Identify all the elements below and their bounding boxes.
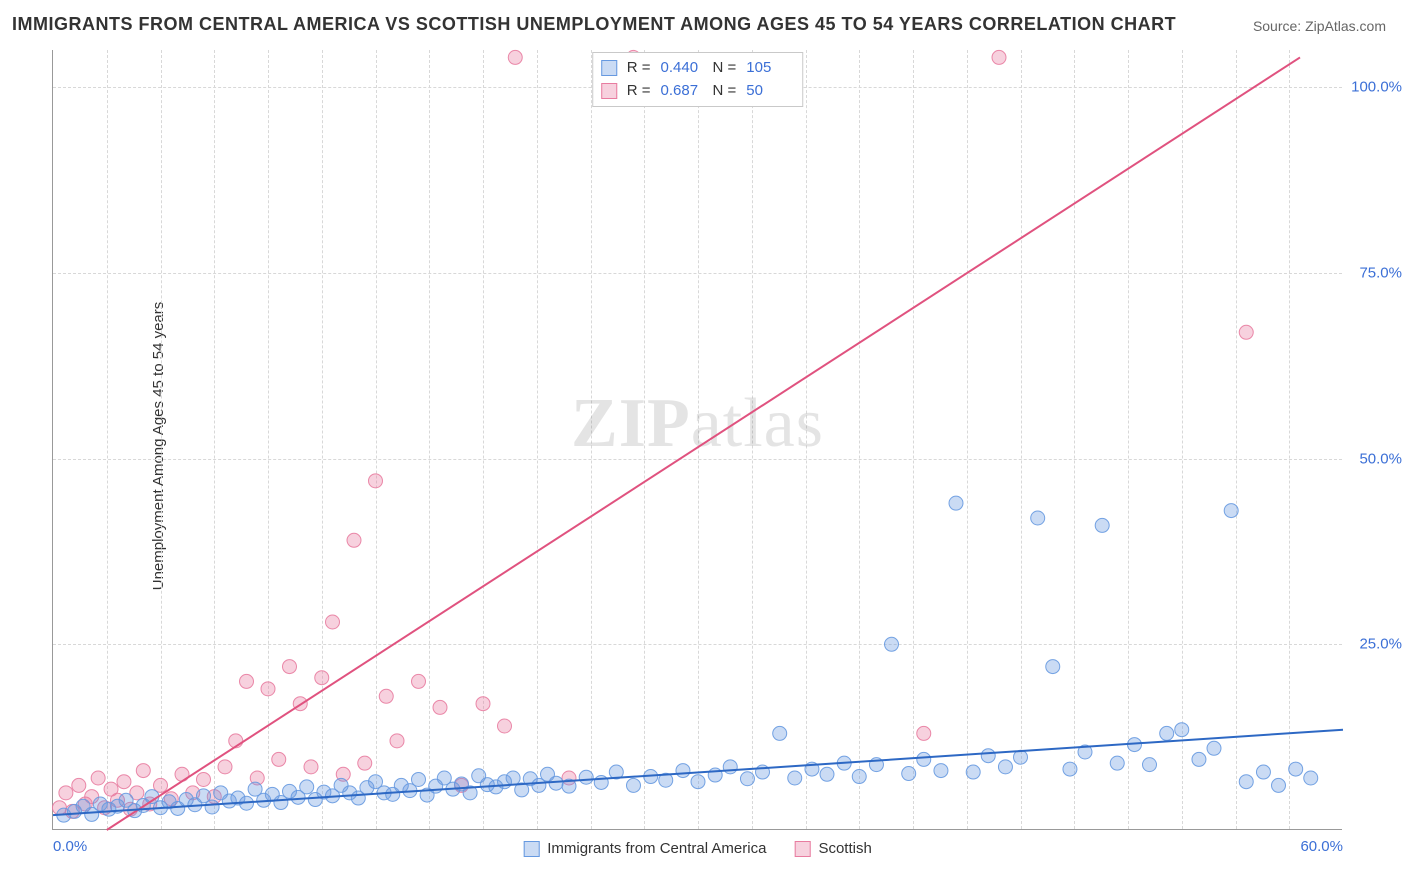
- scatter-point: [117, 775, 131, 789]
- scatter-point: [304, 760, 318, 774]
- legend-swatch-1: [601, 60, 617, 76]
- scatter-point: [412, 772, 426, 786]
- r-value-2: 0.687: [661, 80, 703, 103]
- scatter-point: [1160, 726, 1174, 740]
- scatter-point: [358, 756, 372, 770]
- scatter-point: [272, 752, 286, 766]
- scatter-point: [549, 776, 563, 790]
- legend-swatch-2: [601, 83, 617, 99]
- legend-item-1: Immigrants from Central America: [523, 840, 766, 857]
- r-label: R =: [627, 57, 651, 80]
- series-legend: Immigrants from Central America Scottish: [523, 840, 872, 857]
- scatter-point: [773, 726, 787, 740]
- scatter-point: [676, 764, 690, 778]
- scatter-point: [1289, 762, 1303, 776]
- scatter-point: [347, 533, 361, 547]
- legend-swatch-pink: [794, 841, 810, 857]
- legend-swatch-blue: [523, 841, 539, 857]
- scatter-point: [315, 671, 329, 685]
- scatter-point: [627, 778, 641, 792]
- n-label: N =: [713, 57, 737, 80]
- scatter-point: [261, 682, 275, 696]
- scatter-point: [788, 771, 802, 785]
- scatter-point: [369, 474, 383, 488]
- scatter-point: [1304, 771, 1318, 785]
- scatter-point: [283, 660, 297, 674]
- scatter-point: [998, 760, 1012, 774]
- scatter-point: [1239, 325, 1253, 339]
- scatter-point: [205, 800, 219, 814]
- chart-svg: [53, 50, 1342, 829]
- scatter-point: [917, 752, 931, 766]
- correlation-legend: R = 0.440 N = 105 R = 0.687 N = 50: [592, 52, 804, 107]
- scatter-point: [412, 674, 426, 688]
- scatter-point: [300, 780, 314, 794]
- plot-area: ZIPatlas 25.0%50.0%75.0%100.0%0.0%60.0% …: [52, 50, 1342, 830]
- legend-label-2: Scottish: [818, 840, 871, 857]
- n-value-1: 105: [746, 57, 788, 80]
- n-label: N =: [713, 80, 737, 103]
- scatter-point: [218, 760, 232, 774]
- scatter-point: [136, 764, 150, 778]
- scatter-point: [1031, 511, 1045, 525]
- y-tick-label: 100.0%: [1347, 79, 1402, 96]
- scatter-point: [326, 615, 340, 629]
- regression-line: [53, 730, 1343, 815]
- scatter-point: [820, 767, 834, 781]
- scatter-point: [240, 674, 254, 688]
- scatter-point: [197, 772, 211, 786]
- scatter-point: [723, 760, 737, 774]
- scatter-point: [91, 771, 105, 785]
- scatter-point: [1272, 778, 1286, 792]
- scatter-point: [506, 771, 520, 785]
- scatter-point: [433, 700, 447, 714]
- legend-item-2: Scottish: [794, 840, 871, 857]
- scatter-point: [59, 786, 73, 800]
- scatter-point: [1063, 762, 1077, 776]
- y-tick-label: 75.0%: [1347, 264, 1402, 281]
- regression-line: [107, 57, 1300, 830]
- n-value-2: 50: [746, 80, 788, 103]
- legend-row-1: R = 0.440 N = 105: [601, 57, 789, 80]
- legend-label-1: Immigrants from Central America: [547, 840, 766, 857]
- scatter-point: [508, 50, 522, 64]
- scatter-point: [1046, 660, 1060, 674]
- scatter-point: [1207, 741, 1221, 755]
- scatter-point: [579, 770, 593, 784]
- scatter-point: [852, 770, 866, 784]
- scatter-point: [966, 765, 980, 779]
- x-tick-label: 60.0%: [1300, 838, 1343, 855]
- scatter-point: [885, 637, 899, 651]
- scatter-point: [1256, 765, 1270, 779]
- scatter-point: [72, 778, 86, 792]
- scatter-point: [902, 767, 916, 781]
- scatter-point: [992, 50, 1006, 64]
- scatter-point: [1192, 752, 1206, 766]
- scatter-point: [917, 726, 931, 740]
- scatter-point: [1175, 723, 1189, 737]
- scatter-point: [390, 734, 404, 748]
- legend-row-2: R = 0.687 N = 50: [601, 80, 789, 103]
- scatter-point: [949, 496, 963, 510]
- r-label: R =: [627, 80, 651, 103]
- scatter-point: [1110, 756, 1124, 770]
- scatter-point: [1239, 775, 1253, 789]
- chart-title: IMMIGRANTS FROM CENTRAL AMERICA VS SCOTT…: [12, 14, 1176, 35]
- scatter-point: [740, 772, 754, 786]
- scatter-point: [981, 749, 995, 763]
- scatter-point: [1143, 758, 1157, 772]
- y-tick-label: 50.0%: [1347, 450, 1402, 467]
- y-tick-label: 25.0%: [1347, 636, 1402, 653]
- scatter-point: [498, 719, 512, 733]
- scatter-point: [379, 689, 393, 703]
- scatter-point: [934, 764, 948, 778]
- source-attribution: Source: ZipAtlas.com: [1253, 18, 1386, 34]
- scatter-point: [1224, 504, 1238, 518]
- scatter-point: [1095, 518, 1109, 532]
- scatter-point: [691, 775, 705, 789]
- r-value-1: 0.440: [661, 57, 703, 80]
- x-tick-label: 0.0%: [53, 838, 87, 855]
- scatter-point: [476, 697, 490, 711]
